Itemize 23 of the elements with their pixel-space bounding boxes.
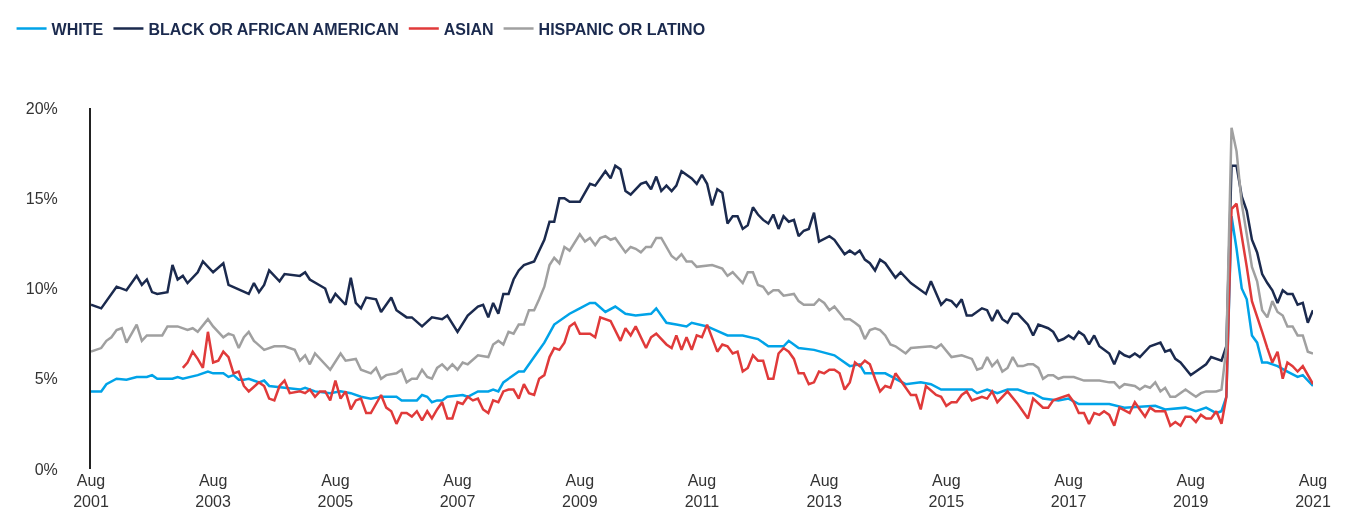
line-series (181, 202, 1313, 427)
x-tick-label: Aug 2003 (195, 472, 232, 510)
x-tick-label: Aug 2013 (806, 472, 843, 510)
y-tick-label: 5% (34, 370, 58, 388)
x-tick-label: Aug 2001 (73, 472, 109, 510)
line-series (91, 126, 1313, 399)
x-tick-label: Aug 2017 (1050, 472, 1087, 510)
legend-label: BLACK OR AFRICAN AMERICAN (148, 20, 399, 38)
y-tick-label: 15% (25, 189, 58, 207)
x-tick-label: Aug 2021 (1295, 472, 1331, 510)
x-tick-label: Aug 2019 (1172, 472, 1209, 510)
x-tick-label: Aug 2009 (562, 472, 598, 510)
y-tick-label: 0% (34, 460, 58, 478)
x-tick-label: Aug 2005 (317, 472, 354, 510)
x-tick-label: Aug 2007 (439, 472, 476, 510)
legend-label: WHITE (51, 20, 104, 38)
x-tick-label: Aug 2011 (684, 472, 720, 510)
x-tick-label: Aug 2015 (928, 472, 965, 510)
legend-label: HISPANIC OR LATINO (538, 20, 706, 38)
line-series (91, 164, 1313, 377)
y-tick-label: 10% (25, 280, 58, 298)
legend-label: ASIAN (443, 20, 494, 38)
y-tick-label: 20% (25, 99, 58, 117)
